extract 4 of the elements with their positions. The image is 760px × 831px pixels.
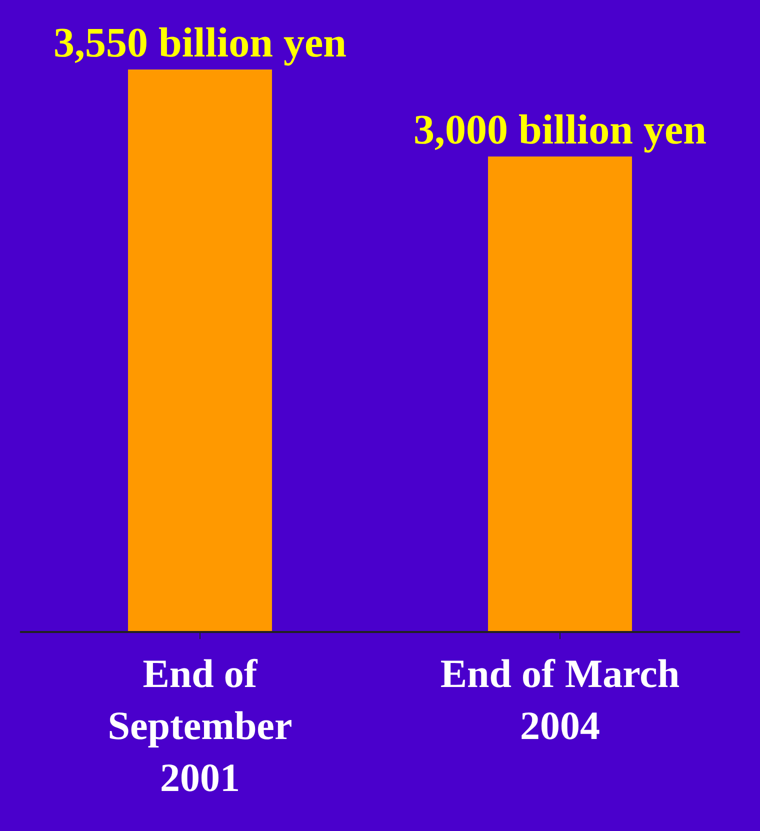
data-label: 3,550 billion yen — [54, 20, 346, 67]
x-tick-label: End of September 2001 — [108, 651, 292, 800]
x-tick-label: End of March 2004 — [440, 651, 680, 748]
data-label: 3,000 billion yen — [414, 108, 706, 154]
